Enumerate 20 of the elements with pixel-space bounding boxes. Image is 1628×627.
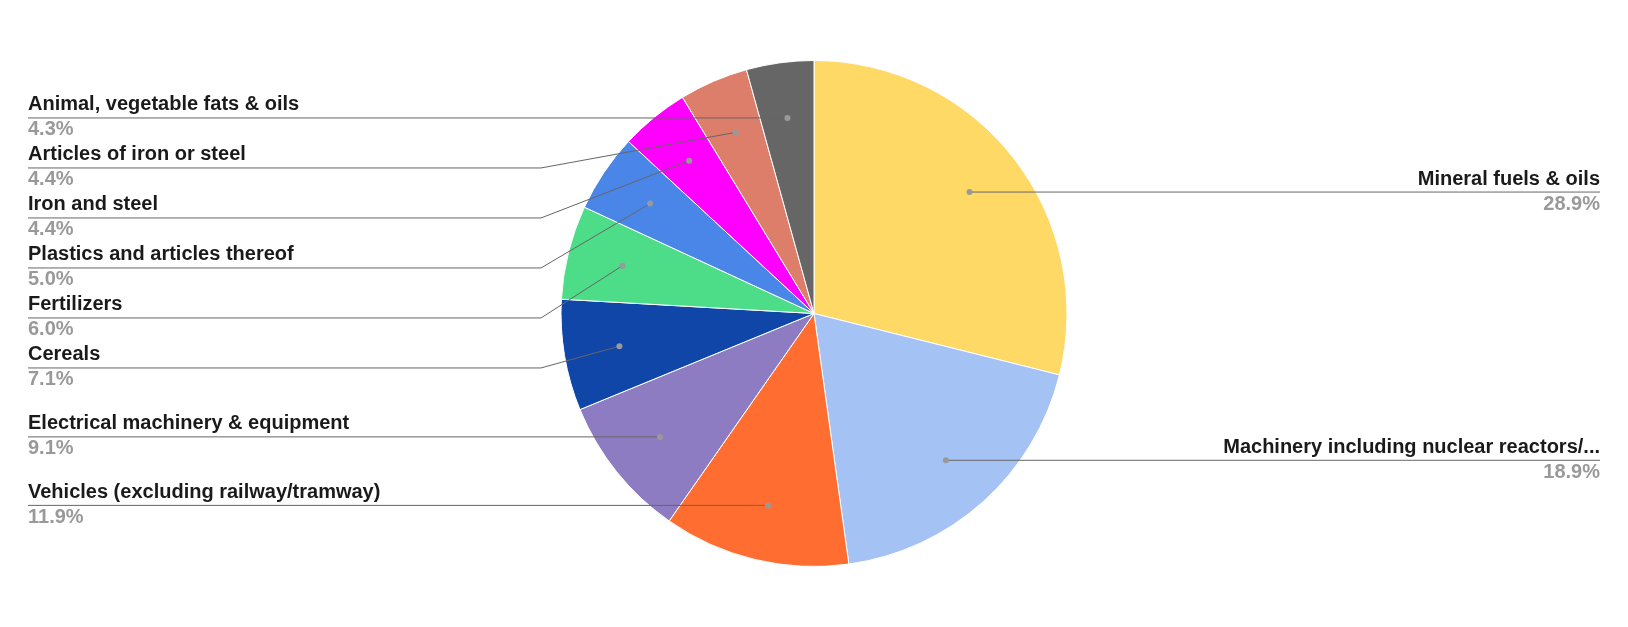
slice-label: Electrical machinery & equipment <box>28 411 350 434</box>
slice-label: Plastics and articles thereof <box>28 242 294 265</box>
data-label: 4.3% <box>28 117 74 140</box>
data-label: 18.9% <box>1543 459 1601 482</box>
data-label: 4.4% <box>28 167 74 190</box>
data-label: 9.1% <box>28 436 74 459</box>
slice-label: Animal, vegetable fats & oils <box>28 92 300 115</box>
slice-label: Mineral fuels & oils <box>1417 166 1600 189</box>
data-label: 5.0% <box>28 267 74 290</box>
slice-label: Cereals <box>28 342 101 365</box>
slice-label: Machinery including nuclear reactors/... <box>1223 434 1600 457</box>
data-label: 11.9% <box>28 504 84 527</box>
slice-label: Iron and steel <box>28 192 159 215</box>
slice-label: Articles of iron or steel <box>28 142 246 165</box>
data-label: 6.0% <box>28 317 74 340</box>
slice-label: Vehicles (excluding railway/tramway) <box>28 479 381 502</box>
data-label: 4.4% <box>28 217 74 240</box>
data-label: 28.9% <box>1543 191 1601 214</box>
slice-label: Fertilizers <box>28 292 123 315</box>
data-label: 7.1% <box>28 367 74 390</box>
